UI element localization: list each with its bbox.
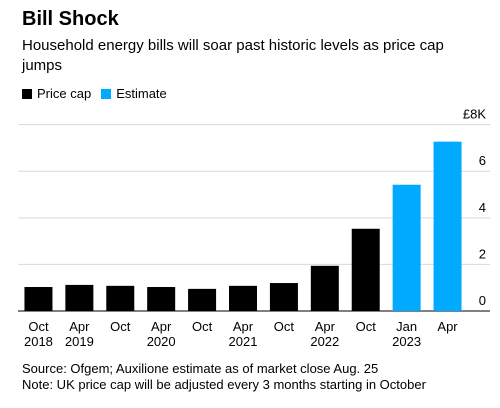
bar xyxy=(392,184,421,311)
x-tick-label: Apr 2021 xyxy=(228,319,258,349)
x-tick-label: Apr 2020 xyxy=(146,319,176,349)
x-tick-label: Apr 2019 xyxy=(64,319,94,349)
legend-swatch xyxy=(101,88,112,99)
x-tick-label: Oct xyxy=(355,319,376,334)
bar xyxy=(433,141,462,311)
bar xyxy=(310,265,339,311)
chart-title: Bill Shock xyxy=(22,8,119,30)
bar xyxy=(65,284,94,311)
y-tick-label: 4 xyxy=(479,200,486,215)
x-tick-label: Apr xyxy=(437,319,458,334)
x-tick-label: Oct 2018 xyxy=(23,319,53,349)
bar xyxy=(147,287,176,311)
source: Source: Ofgem; Auxilione estimate as of … xyxy=(22,361,379,376)
legend: Price cap Estimate xyxy=(22,86,177,101)
x-tick-label: Oct xyxy=(273,319,295,334)
legend-label: Price cap xyxy=(37,86,92,101)
bar xyxy=(106,285,135,311)
y-tick-label: 6 xyxy=(479,153,486,168)
bar xyxy=(351,228,380,311)
x-tick-label: Apr 2022 xyxy=(310,319,340,349)
y-tick-label: £8K xyxy=(463,107,486,122)
note: Note: UK price cap will be adjusted ever… xyxy=(22,377,426,392)
y-tick-label: 2 xyxy=(479,246,486,261)
x-tick-label: Jan 2023 xyxy=(392,319,422,349)
legend-item: Estimate xyxy=(101,86,167,101)
bar xyxy=(24,287,53,311)
x-tick-label: Oct xyxy=(191,319,213,334)
x-tick-label: Oct xyxy=(110,319,131,334)
legend-swatch xyxy=(22,88,32,99)
bar xyxy=(229,285,257,311)
legend-item: Price cap xyxy=(22,86,91,101)
chart-subtitle: Household energy bills will soar past hi… xyxy=(22,37,444,74)
bar xyxy=(188,288,217,311)
legend-label: Estimate xyxy=(116,86,167,101)
y-tick-label: 0 xyxy=(479,293,486,308)
bar xyxy=(269,283,298,311)
